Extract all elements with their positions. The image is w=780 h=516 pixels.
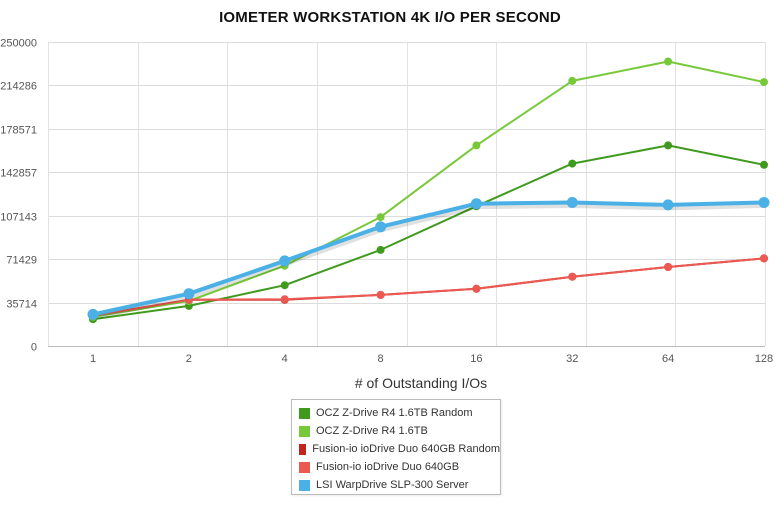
x-tick-label: 8	[378, 353, 384, 365]
legend-label: LSI WarpDrive SLP-300 Server	[316, 479, 469, 491]
series-group	[89, 57, 768, 321]
data-point	[664, 141, 673, 150]
data-point	[760, 254, 768, 263]
x-tick-label: 32	[566, 353, 578, 365]
axis-tick-labels: 0 35714 71429 107143 142857 178571 214286 25000…	[0, 38, 773, 366]
x-tick-label: 128	[755, 353, 773, 365]
series-line	[92, 144, 765, 321]
legend-item: Fusion-io ioDrive Duo 640GB	[299, 458, 500, 476]
line-chart: 0 35714 71429 107143 142857 178571 214286 25000…	[0, 38, 773, 392]
series-group	[89, 254, 768, 320]
legend-swatch	[299, 425, 310, 437]
data-point	[760, 160, 768, 169]
data-point	[279, 255, 291, 267]
series-line	[92, 200, 765, 317]
x-tick-label: 2	[186, 353, 192, 365]
series-lines	[87, 57, 770, 324]
x-tick-label: 1	[90, 353, 96, 365]
series-group	[87, 197, 770, 320]
data-point	[760, 78, 768, 87]
y-tick-label: 107143	[0, 212, 37, 224]
legend-item: OCZ Z-Drive R4 1.6TB	[299, 422, 500, 440]
y-tick-label: 35714	[6, 299, 37, 311]
data-point	[280, 281, 289, 290]
data-point	[568, 272, 577, 281]
legend-label: Fusion-io ioDrive Duo 640GB Random	[312, 443, 500, 455]
data-point	[280, 295, 289, 304]
data-point	[470, 198, 482, 210]
data-point	[664, 263, 673, 271]
legend-label: OCZ Z-Drive R4 1.6TB Random	[316, 407, 473, 419]
data-point	[758, 197, 770, 208]
y-tick-label: 214286	[0, 81, 37, 93]
data-point	[87, 308, 99, 320]
data-point	[662, 199, 674, 211]
y-tick-label: 250000	[0, 38, 37, 50]
legend-swatch	[299, 407, 310, 419]
legend-item: Fusion-io ioDrive Duo 640GB Random	[299, 440, 500, 458]
data-point	[375, 221, 387, 233]
y-tick-label: 0	[31, 342, 37, 354]
series-line	[92, 60, 765, 318]
x-tick-label: 16	[470, 353, 482, 365]
data-point	[566, 197, 578, 208]
legend-item: LSI WarpDrive SLP-300 Server	[299, 476, 500, 494]
data-point	[568, 76, 577, 85]
data-point	[376, 290, 385, 299]
chart-title: IOMETER WORKSTATION 4K I/O PER SECOND	[219, 9, 561, 26]
data-point	[376, 245, 385, 254]
y-tick-label: 71429	[6, 255, 37, 267]
grid-lines	[48, 42, 766, 347]
x-axis-title: # of Outstanding I/Os	[355, 375, 487, 391]
data-point	[472, 284, 481, 293]
legend-item: OCZ Z-Drive R4 1.6TB Random	[299, 404, 500, 422]
series-line	[92, 257, 765, 317]
legend-swatch	[299, 443, 307, 455]
data-point	[664, 57, 673, 66]
data-point	[568, 159, 577, 168]
legend-swatch	[299, 461, 310, 473]
legend-label: Fusion-io ioDrive Duo 640GB	[316, 461, 460, 473]
legend-label: OCZ Z-Drive R4 1.6TB	[316, 425, 428, 437]
x-tick-label: 4	[282, 353, 288, 365]
data-point	[376, 213, 385, 222]
data-point	[183, 288, 195, 300]
y-tick-label: 178571	[0, 125, 37, 137]
legend: OCZ Z-Drive R4 1.6TB Random OCZ Z-Drive R…	[291, 399, 501, 495]
data-point	[472, 141, 481, 150]
legend-swatch	[299, 479, 310, 491]
x-tick-label: 64	[662, 353, 674, 365]
y-tick-label: 142857	[0, 168, 37, 180]
